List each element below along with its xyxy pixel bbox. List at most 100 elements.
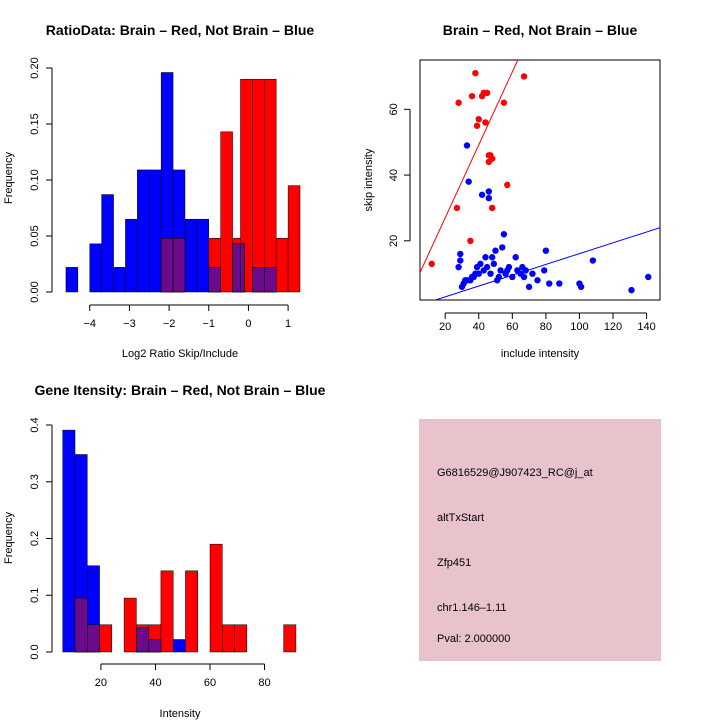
brain-point — [500, 99, 508, 106]
gene-x-tick-label: 80 — [258, 677, 270, 689]
ratio-bar-not-brain — [149, 169, 162, 293]
not-brain-point — [465, 178, 472, 185]
brain-point — [473, 122, 481, 129]
ratio-y-tick-label: 0.00 — [29, 281, 41, 302]
not-brain-point — [482, 254, 489, 261]
ratio-bar-overlap — [252, 267, 265, 293]
gene-bar-not-brain — [172, 639, 186, 653]
not-brain-point — [645, 273, 652, 281]
ratio-x-label: Log2 Ratio Skip/Include — [122, 348, 238, 360]
brain-fit-line — [420, 60, 519, 274]
ratio-bar-not-brain — [184, 218, 198, 293]
not-brain-point — [534, 277, 541, 284]
brain-point — [455, 99, 462, 106]
not-brain-point — [455, 263, 462, 271]
info-gene: Zfp451 — [437, 557, 471, 569]
scatter-x-tick-label: 80 — [540, 321, 552, 333]
ratio-bar-not-brain — [125, 218, 138, 293]
not-brain-point — [463, 142, 471, 149]
gene-intensity-histogram: Gene Itensity: Brain – Red, Not Brain – … — [3, 382, 326, 720]
not-brain-point — [577, 283, 585, 291]
gene-bar-brain — [123, 597, 137, 653]
gene-title: Gene Itensity: Brain – Red, Not Brain – … — [35, 382, 326, 398]
ratio-bar-overlap — [172, 237, 186, 293]
scatter-x-tick-label: 140 — [637, 321, 655, 333]
ratio-y-tick-label: 0.05 — [29, 225, 41, 246]
gene-bar-brain — [99, 624, 113, 653]
gene-bar-brain — [185, 570, 198, 653]
gene-bar-brain — [222, 624, 235, 653]
ratio-x-tick-label: −4 — [83, 318, 96, 330]
brain-point — [488, 155, 496, 162]
brain-point — [453, 204, 461, 212]
ratio-y-tick-label: 0.10 — [29, 169, 41, 190]
ratio-bar-not-brain — [137, 169, 150, 293]
ratio-bar-not-brain — [89, 243, 102, 293]
info-panel: G6816529@J907423_RC@j_at altTxStart Zfp4… — [419, 419, 661, 661]
brain-point — [488, 204, 496, 212]
gene-y-label: Frequency — [3, 512, 15, 564]
scatter-x-tick-label: 60 — [506, 321, 518, 333]
gene-y-tick-label: 0.4 — [29, 417, 41, 432]
intensity-scatter: Brain – Red, Not Brain – Blue 20 40 60 80 10… — [363, 22, 661, 360]
gene-x-tick-label: 60 — [204, 677, 216, 689]
brain-point — [520, 73, 528, 80]
scatter-title: Brain – Red, Not Brain – Blue — [443, 22, 638, 38]
scatter-y-tick-label: 40 — [388, 169, 400, 181]
ratio-x-tick-label: −2 — [163, 318, 176, 330]
gene-bar-brain — [209, 543, 223, 653]
ratio-bar-overlap — [264, 267, 277, 293]
info-background — [419, 419, 661, 661]
ratio-bar-brain — [252, 78, 265, 293]
ratio-bar-brain — [275, 237, 289, 293]
gene-bar-overlap — [148, 639, 162, 653]
scatter-x-tick-label: 120 — [604, 321, 622, 333]
not-brain-point — [488, 254, 496, 261]
not-brain-point — [477, 260, 484, 268]
gene-bar-overlap — [74, 597, 88, 653]
not-brain-point — [475, 270, 482, 277]
ratio-y-tick-label: 0.20 — [29, 57, 41, 78]
scatter-x-label: include intensity — [501, 348, 580, 360]
gene-y-tick-label: 0.1 — [29, 588, 41, 603]
ratio-axes: −4 −3 −2 −1 0 1 0.00 0.05 0.10 0.15 0.20 — [29, 57, 291, 330]
ratio-x-tick-label: −1 — [202, 318, 215, 330]
ratio-y-label: Frequency — [3, 152, 15, 204]
not-brain-point — [500, 231, 508, 238]
not-brain-point — [505, 263, 513, 271]
not-brain-point — [495, 273, 503, 281]
not-brain-point — [483, 263, 491, 271]
not-brain-point — [522, 267, 529, 274]
gene-bar-brain — [160, 570, 174, 653]
ratio-bar-overlap — [208, 267, 221, 293]
ratio-histogram: RatioData: Brain – Red, Not Brain – Blue… — [3, 22, 314, 360]
scatter-points — [428, 69, 652, 294]
brain-point — [468, 92, 476, 100]
brain-point — [482, 119, 489, 126]
scatter-x-tick-label: 100 — [570, 321, 588, 333]
gene-y-tick-label: 0.0 — [29, 644, 41, 659]
info-event-type: altTxStart — [437, 512, 484, 524]
scatter-fit-lines — [420, 60, 660, 300]
brain-point — [467, 237, 474, 245]
not-brain-point — [490, 260, 498, 268]
ratio-x-tick-label: −3 — [123, 318, 136, 330]
not-brain-point — [485, 194, 493, 202]
not-brain-point — [478, 191, 486, 198]
scatter-x-tick-label: 40 — [473, 321, 485, 333]
ratio-bar-not-brain — [101, 194, 114, 293]
ratio-bar-brain — [264, 78, 277, 293]
gene-bar-brain — [283, 624, 297, 653]
not-brain-point — [457, 250, 464, 258]
scatter-y-tick-label: 60 — [388, 103, 400, 115]
not-brain-fit-line — [433, 227, 660, 300]
scatter-y-label: skip intensity — [363, 148, 375, 211]
gene-y-tick-label: 0.2 — [29, 531, 41, 546]
scatter-x-tick-label: 20 — [439, 321, 451, 333]
scatter-box — [419, 59, 661, 301]
ratio-bar-overlap — [160, 237, 174, 293]
brain-point — [472, 69, 479, 77]
brain-point — [504, 181, 511, 189]
ratio-y-tick-label: 0.15 — [29, 113, 41, 134]
